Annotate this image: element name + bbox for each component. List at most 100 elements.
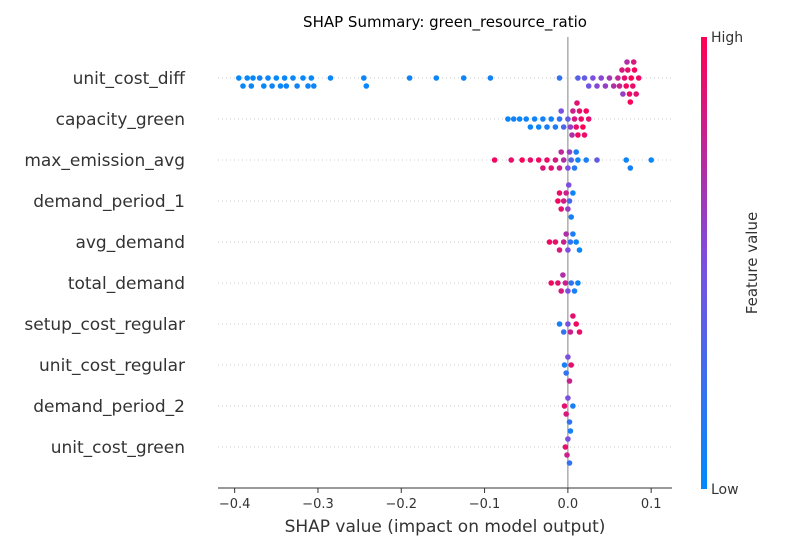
shap-point [568,214,574,220]
shap-point [548,280,554,286]
shap-point [491,157,498,163]
shap-point [556,116,563,122]
shap-point [558,108,564,114]
shap-point [556,247,563,253]
shap-point [558,288,564,294]
shap-point [615,75,621,81]
shap-point [565,206,571,212]
feature-label: avg_demand [75,233,185,253]
shap-point [531,116,538,122]
x-tick-label: −0.4 [219,497,251,512]
feature-label: max_emission_avg [24,151,185,171]
shap-point [535,124,542,130]
shap-point [565,321,571,327]
shap-point [570,231,576,237]
shap-point [564,452,570,458]
shap-point [565,247,571,253]
shap-point [626,91,633,97]
shap-point [566,198,573,204]
shap-point [568,280,574,286]
shap-point [560,272,566,278]
shap-point [570,190,576,196]
shap-point [300,75,306,81]
shap-point [562,444,569,450]
shap-point [527,157,534,163]
shap-point [240,83,246,89]
shap-point [273,75,280,81]
shap-point [568,157,574,163]
shap-point [294,83,300,89]
shap-point [308,75,315,81]
shap-point [548,116,554,122]
shap-point [594,157,600,163]
shap-point [256,75,263,81]
shap-point [558,149,564,155]
shap-point [535,157,542,163]
shap-point [563,231,569,237]
shap-point [327,75,334,81]
shap-point [610,83,617,89]
feature-label: demand_period_2 [33,397,185,417]
feature-rows: unit_cost_diff capacity_green max_emission… [24,69,672,458]
shap-point [510,116,517,122]
shap-point [581,75,588,81]
shap-point [361,75,367,81]
shap-point [556,75,563,81]
shap-point [558,206,564,212]
shap-point [570,403,576,409]
shap-point [565,395,571,401]
shap-point [585,116,592,122]
shap-point [555,198,561,204]
colorbar-title: Feature value [743,212,761,314]
shap-point [562,280,569,286]
shap-point [283,83,290,89]
shap-point [540,165,546,171]
shap-point [570,108,576,114]
feature-label: total_demand [68,274,185,294]
shap-point [261,83,267,89]
shap-point [623,157,629,163]
shap-point [619,67,625,73]
shap-point [290,75,296,81]
shap-point [548,165,554,171]
shap-point [598,75,604,81]
feature-label: unit_cost_regular [39,356,185,376]
shap-point [635,75,642,81]
shap-point [571,165,578,171]
shap-point [236,75,242,81]
shap-point [565,165,571,171]
shap-point [621,75,628,81]
shap-point [630,83,636,89]
shap-point [561,403,568,409]
x-tick-label: −0.2 [385,497,417,512]
shap-point [516,116,523,122]
shap-point [583,108,589,114]
feature-label: setup_cost_regular [24,315,185,335]
shap-point [544,157,550,163]
shap-point [569,132,575,138]
shap-point [560,124,567,130]
shap-point [580,124,586,130]
shap-point [583,157,589,163]
shap-point [567,428,574,434]
shap-point [631,67,638,73]
shap-point [633,91,639,97]
shap-point [567,239,574,245]
shap-point [565,182,572,188]
shap-point [556,190,563,196]
shap-point [623,83,629,89]
shap-point [560,329,567,335]
shap-point [568,362,574,368]
shap-point [363,83,370,89]
shap-point [556,165,563,171]
shap-point [460,75,467,81]
shap-point [630,59,637,65]
shap-point [620,91,626,97]
colorbar-low-label: Low [711,482,739,498]
shap-point [561,362,568,368]
shap-point [505,116,511,122]
shap-point [560,239,567,245]
shap-point [305,83,311,89]
